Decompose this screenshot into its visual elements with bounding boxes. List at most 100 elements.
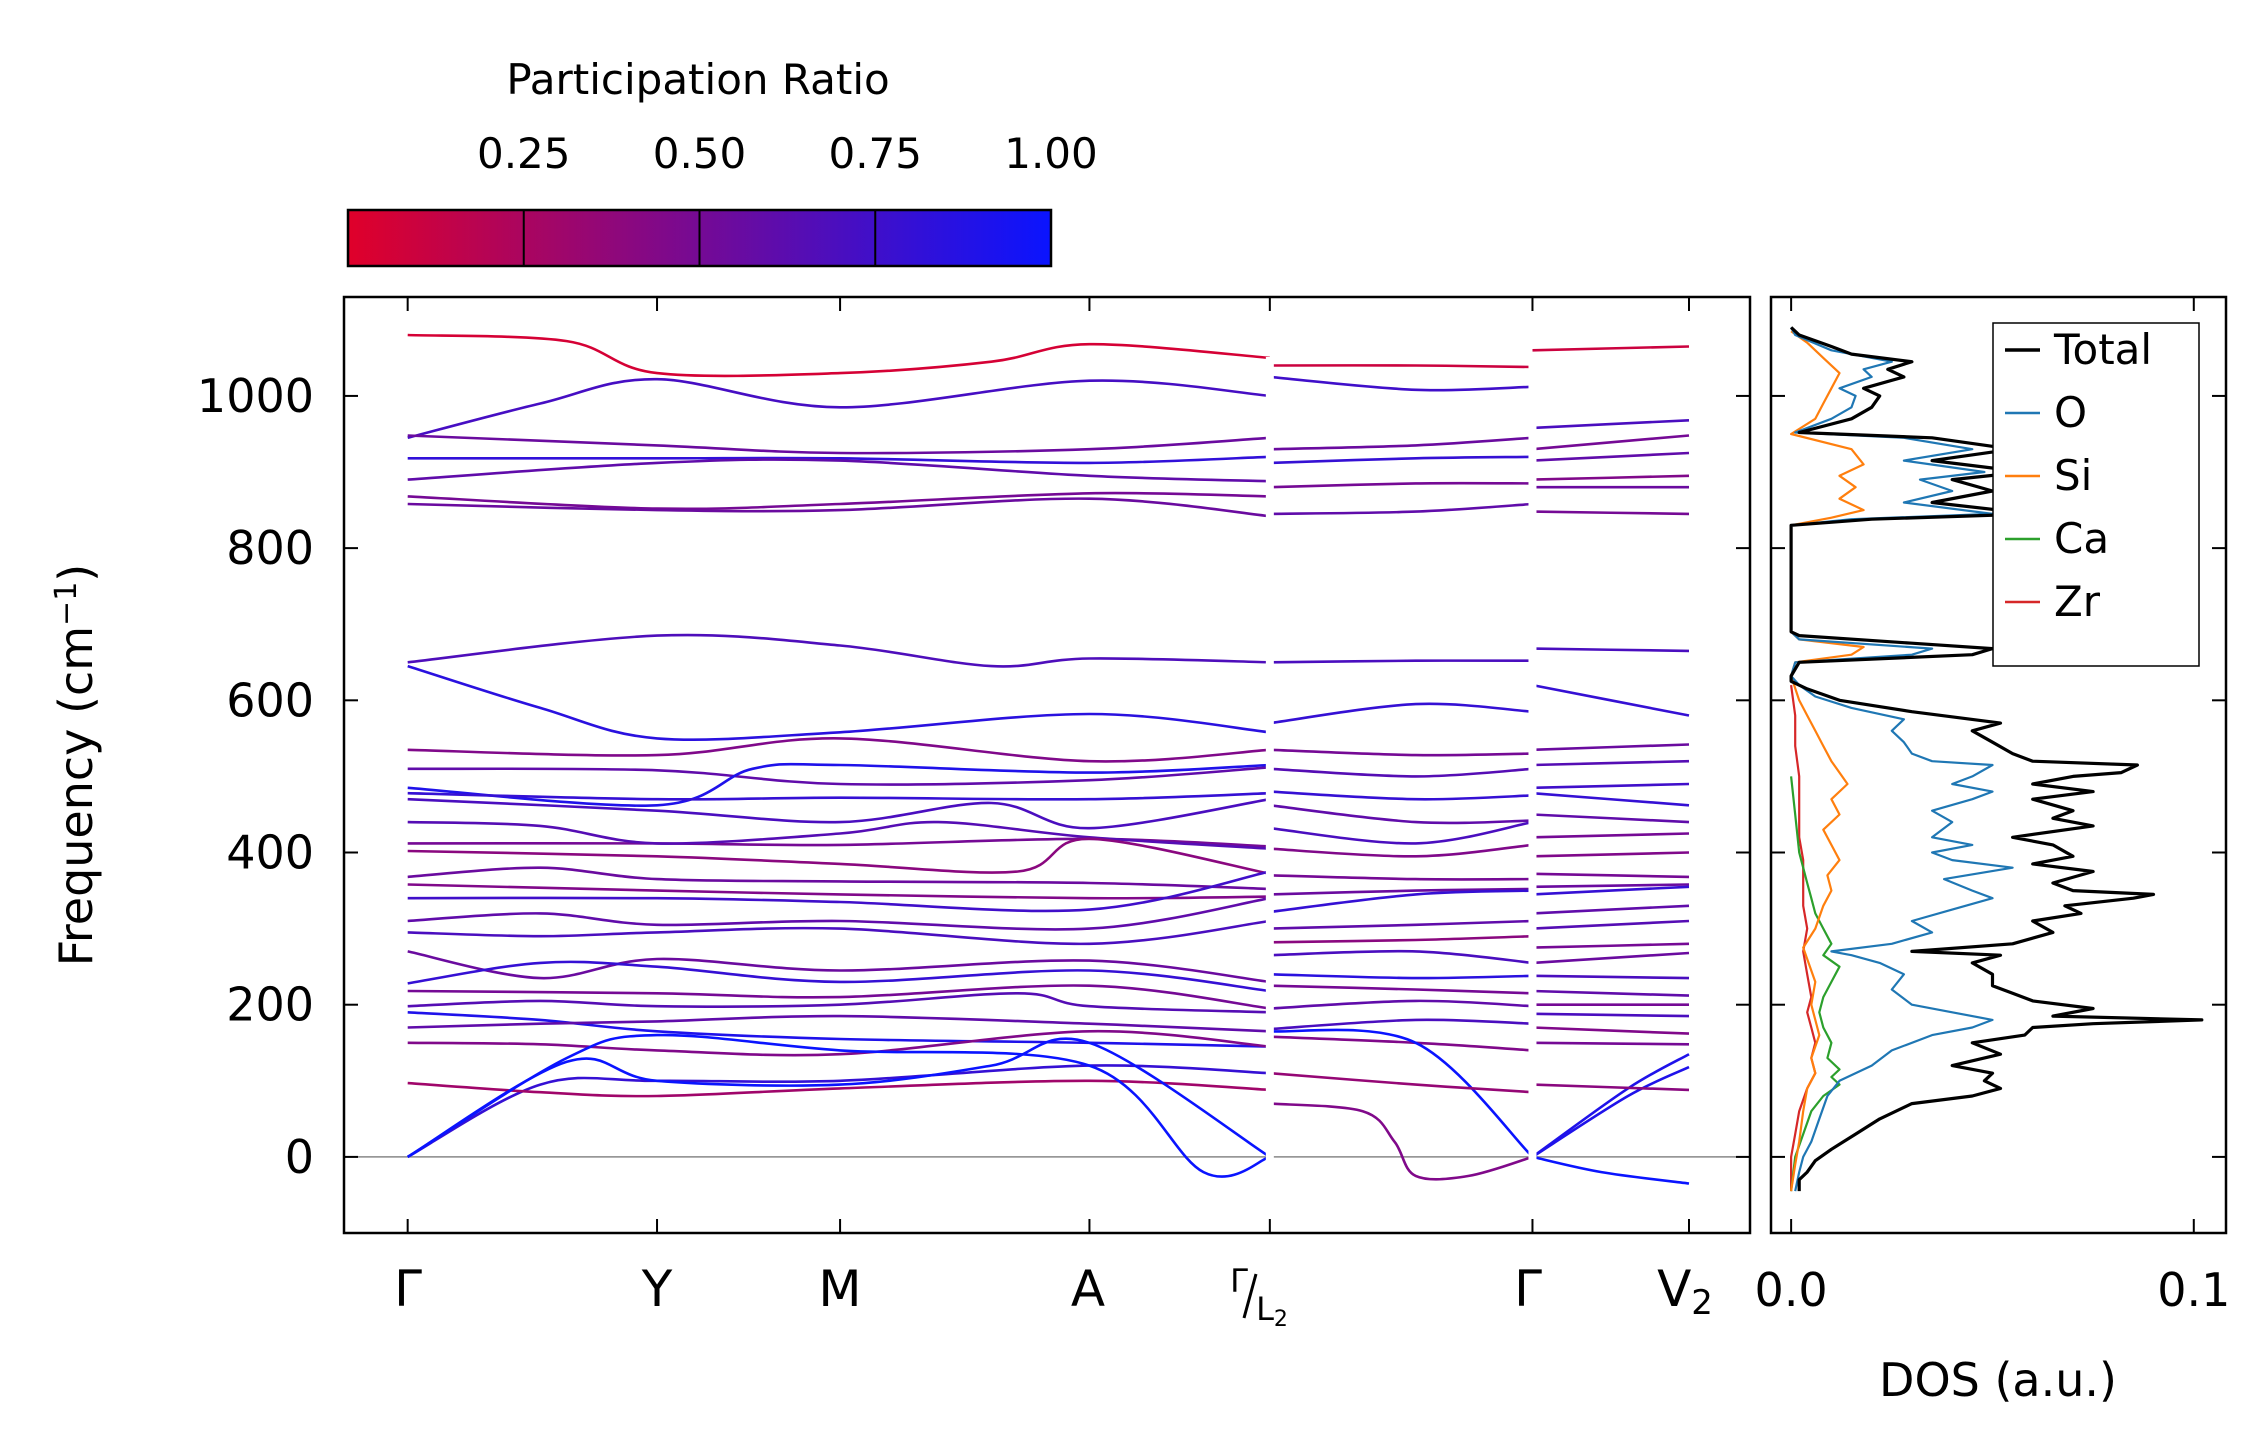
band-line [1532,683,1690,717]
band-line [407,1014,1270,1033]
band-line [1269,949,1533,965]
band-line [407,434,1270,455]
band-line [407,837,1271,876]
kpoint-label-gamma-2: Γ [1230,1262,1248,1300]
kpoint-label-m: M [818,1260,861,1318]
band-line [407,1064,1270,1159]
legend: Total O Si Ca Zr [1992,322,2200,667]
segment-gap [1528,357,1537,1173]
band-line [1532,832,1690,839]
colorbar-tick-label: 0.25 [477,129,571,178]
band-line [1532,782,1690,790]
band-line [1532,951,1690,965]
band-line [1269,874,1533,881]
kpoint-label-a: A [1071,1260,1105,1318]
band-line [1532,451,1690,462]
colorbar: Participation Ratio 0.25 0.50 0.75 1.00 [346,55,1098,268]
band-lines [407,333,1690,1185]
band-line [407,1029,1270,1057]
x-ticks [406,297,1690,1233]
kpoint-label-gamma-1: Γ [394,1260,422,1318]
band-line [1269,919,1533,930]
legend-box [1992,322,2200,667]
band-line [407,1079,1270,1098]
band-line [1269,659,1533,664]
band-line [407,1011,1270,1048]
kpoint-label-slash [1242,1273,1258,1319]
band-line [1532,904,1690,915]
band-line [1532,989,1690,997]
legend-label: Total [2053,325,2152,374]
band-line [1532,1012,1690,1018]
band-line [1532,743,1690,752]
band-line [1269,973,1533,980]
y-axis-label: Frequency (cm−1) [49,564,103,967]
y-axis-label-close: ) [49,564,103,582]
band-line [1269,887,1533,896]
colorbar-title: Participation Ratio [506,55,889,104]
kpoint-label-l: L2 [1256,1290,1288,1332]
band-line [1269,481,1533,489]
band-line [1269,820,1533,845]
band-line [1269,455,1533,465]
band-line [1532,510,1690,516]
band-line [407,896,1271,931]
dos-line-o [1790,326,2014,1192]
band-line [1269,934,1533,944]
band-line [1532,1041,1690,1046]
legend-label: O [2054,388,2087,437]
band-line [1532,942,1690,949]
band-line [407,1033,1271,1178]
dos-panel: 0.0 0.1 DOS (a.u.) Total O Si Ca Zr [1755,295,2230,1407]
band-line [407,377,1270,440]
band-line [407,491,1270,511]
band-line [407,870,1271,913]
band-line [1532,885,1690,896]
dos-line-ca [1790,776,1841,1192]
dos-x-tick-label: 0.1 [2157,1263,2230,1317]
band-line [407,791,1270,801]
colorbar-tick-label: 0.50 [653,129,747,178]
band-panel-frame [342,295,1752,1235]
band-line [1269,1035,1533,1052]
band-line [1269,502,1533,516]
band-line [1269,1028,1534,1158]
band-line [1531,1065,1690,1158]
band-line [1269,436,1533,451]
band-line [1532,759,1690,767]
band-line [407,991,1270,1014]
band-line [1269,984,1533,995]
band-line [1269,748,1533,757]
band-line [1532,791,1690,807]
dos-x-axis-label: DOS (a.u.) [1879,1353,2117,1407]
band-line [407,455,1270,465]
band-line [407,737,1270,763]
band-line [407,458,1270,483]
y-tick-label: 600 [226,673,314,727]
band-line [1269,804,1533,825]
band-line [1532,851,1690,858]
band-line [1532,647,1690,653]
band-line [1269,999,1533,1010]
band-line [407,1037,1271,1159]
band-line [1269,364,1533,369]
band-line [407,333,1270,378]
y-ticks: 0 200 400 600 800 1000 [197,369,1750,1184]
band-line [1532,434,1690,451]
band-line [407,883,1270,900]
band-line [1532,919,1690,930]
band-line [1532,1083,1690,1092]
band-line [1532,872,1690,879]
y-tick-label: 200 [226,978,314,1032]
band-line [407,497,1270,518]
dos-y-ticks [1771,394,2226,1158]
band-line [407,633,1270,668]
colorbar-tick-label: 1.00 [1004,129,1098,178]
legend-label: Ca [2054,514,2109,563]
band-line [1269,790,1533,801]
band-line [407,766,1270,786]
y-tick-label: 0 [285,1130,314,1184]
kpoint-label-v: V2 [1657,1260,1713,1323]
colorbar-tick-label: 0.75 [828,129,922,178]
